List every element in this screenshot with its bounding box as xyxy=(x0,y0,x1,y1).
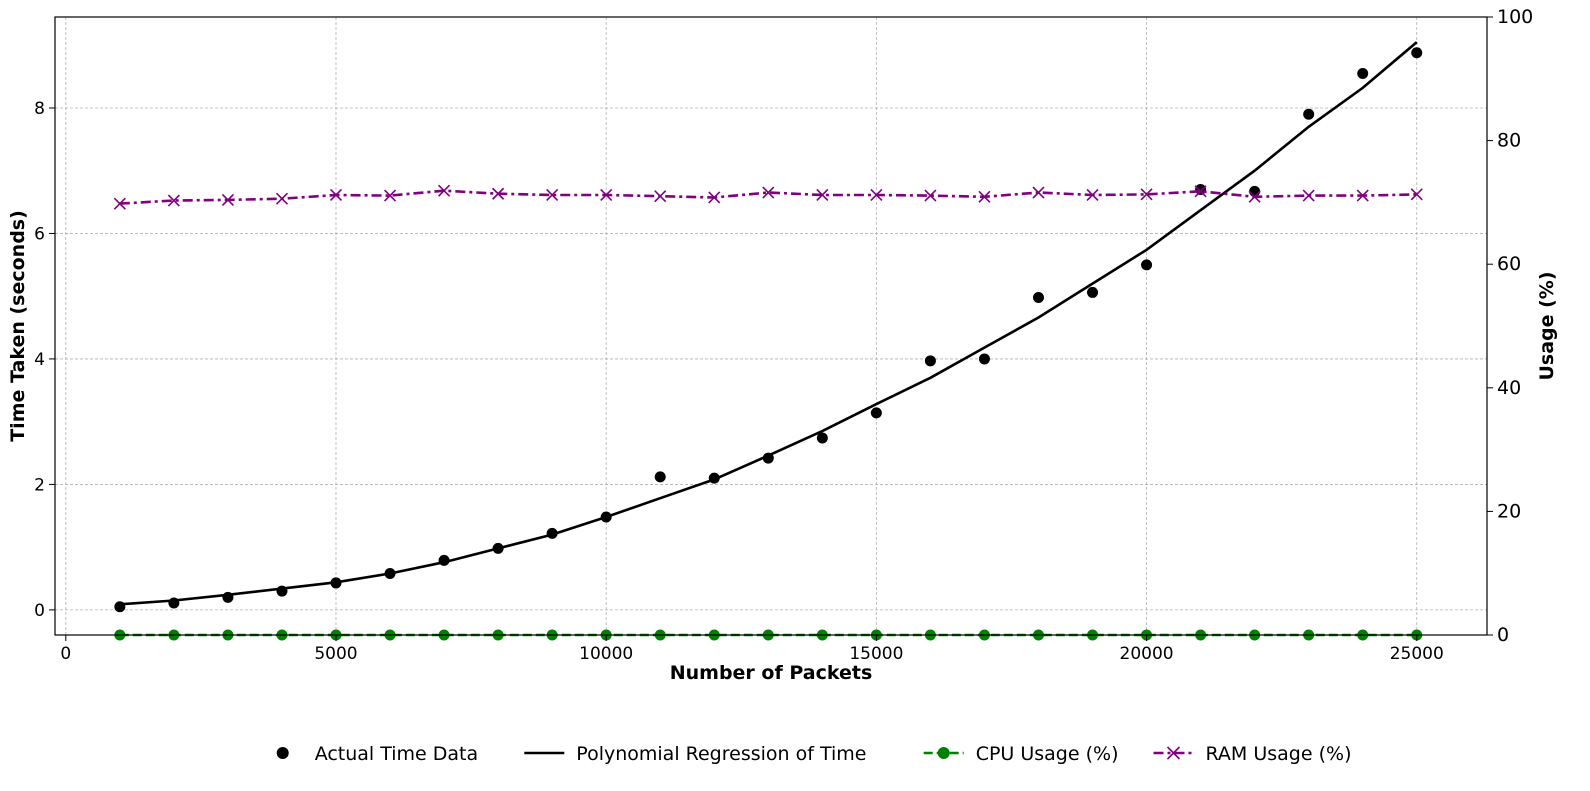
ram-point xyxy=(1302,189,1315,202)
x-tick-label: 20000 xyxy=(1120,644,1174,664)
time-data-point xyxy=(1032,291,1044,303)
time-data-point xyxy=(654,471,666,483)
time-data-point xyxy=(870,407,882,419)
time-data-point xyxy=(1249,185,1261,197)
ram-point xyxy=(383,189,397,202)
grid xyxy=(55,17,1487,635)
ram-point xyxy=(329,188,343,202)
y-left-tick-label: 0 xyxy=(34,601,45,621)
x-tick-label: 5000 xyxy=(314,644,357,664)
time-data-point xyxy=(1357,67,1369,79)
y-left-tick-label: 4 xyxy=(34,350,45,370)
ram-point xyxy=(1410,188,1423,201)
time-data-point xyxy=(924,355,936,367)
ram-point xyxy=(1248,190,1261,203)
y-axis-left-title: Time Taken (seconds) xyxy=(7,210,29,442)
legend-marker xyxy=(276,747,289,759)
ram-point xyxy=(870,188,883,202)
ram-point xyxy=(275,192,289,205)
x-tick-label: 15000 xyxy=(849,644,903,664)
ram-point xyxy=(1194,185,1207,198)
regression-line xyxy=(119,41,1418,606)
time-data-point xyxy=(816,432,828,444)
x-axis-title: Number of Packets xyxy=(670,662,873,684)
y-right-tick-label: 40 xyxy=(1497,377,1521,399)
ram-point xyxy=(1086,188,1099,202)
ram-point xyxy=(600,188,613,202)
ram-point xyxy=(1032,186,1045,199)
series-ram-usage xyxy=(113,184,1423,210)
y-left-tick-label: 6 xyxy=(34,224,45,244)
ram-point xyxy=(978,190,991,203)
plot-frame xyxy=(54,16,1488,636)
legend-marker xyxy=(1166,746,1181,760)
ram-point xyxy=(708,191,721,204)
y-left-tick-label: 2 xyxy=(34,475,45,495)
legend: Actual Time Data Polynomial Regression of… xyxy=(276,743,1352,765)
tick-layer: 0 5000 10000 15000 20000 25000024680204060801… xyxy=(34,6,1533,664)
time-data-point xyxy=(1303,108,1315,120)
time-data-point xyxy=(1087,286,1099,298)
ram-point xyxy=(762,186,775,199)
legend-item: RAM Usage (%) xyxy=(1153,743,1352,765)
legend-item: Polynomial Regression of Time xyxy=(524,743,866,765)
ram-point xyxy=(546,188,559,202)
legend-label: CPU Usage (%) xyxy=(976,743,1119,765)
ram-point xyxy=(113,197,126,210)
series-polynomial-regression-of-time xyxy=(119,41,1418,606)
legend-marker xyxy=(937,747,950,759)
x-tick-label: 0 xyxy=(60,644,71,664)
time-data-point xyxy=(978,353,990,365)
y-right-tick-label: 80 xyxy=(1497,130,1521,152)
y-right-tick-label: 60 xyxy=(1497,253,1521,275)
time-data-point xyxy=(1141,259,1153,271)
time-data-point xyxy=(1411,47,1423,59)
x-tick-label: 25000 xyxy=(1390,644,1444,664)
legend-item: CPU Usage (%) xyxy=(923,743,1119,765)
series-layer xyxy=(113,41,1423,641)
x-tick-label: 10000 xyxy=(579,644,633,664)
y-left-tick-label: 8 xyxy=(34,99,45,119)
ram-point xyxy=(816,188,829,202)
ram-point xyxy=(1356,189,1369,202)
y-right-tick-label: 100 xyxy=(1497,6,1533,28)
y-right-tick-label: 0 xyxy=(1497,624,1509,646)
series-actual-time-data xyxy=(114,47,1423,613)
legend-label: Polynomial Regression of Time xyxy=(576,743,866,765)
ram-point xyxy=(221,193,234,206)
y-axis-right-title: Usage (%) xyxy=(1536,271,1558,380)
time-data-point xyxy=(1195,184,1207,196)
legend-item: Actual Time Data xyxy=(276,743,478,765)
ram-point xyxy=(924,189,937,202)
legend-label: RAM Usage (%) xyxy=(1206,743,1352,765)
y-right-tick-label: 20 xyxy=(1497,500,1521,522)
ram-point xyxy=(654,190,667,203)
ram-point xyxy=(1140,188,1153,201)
ram-point xyxy=(438,184,451,197)
legend-label: Actual Time Data xyxy=(315,743,478,765)
ram-point xyxy=(167,194,180,207)
ram-point xyxy=(492,187,505,200)
